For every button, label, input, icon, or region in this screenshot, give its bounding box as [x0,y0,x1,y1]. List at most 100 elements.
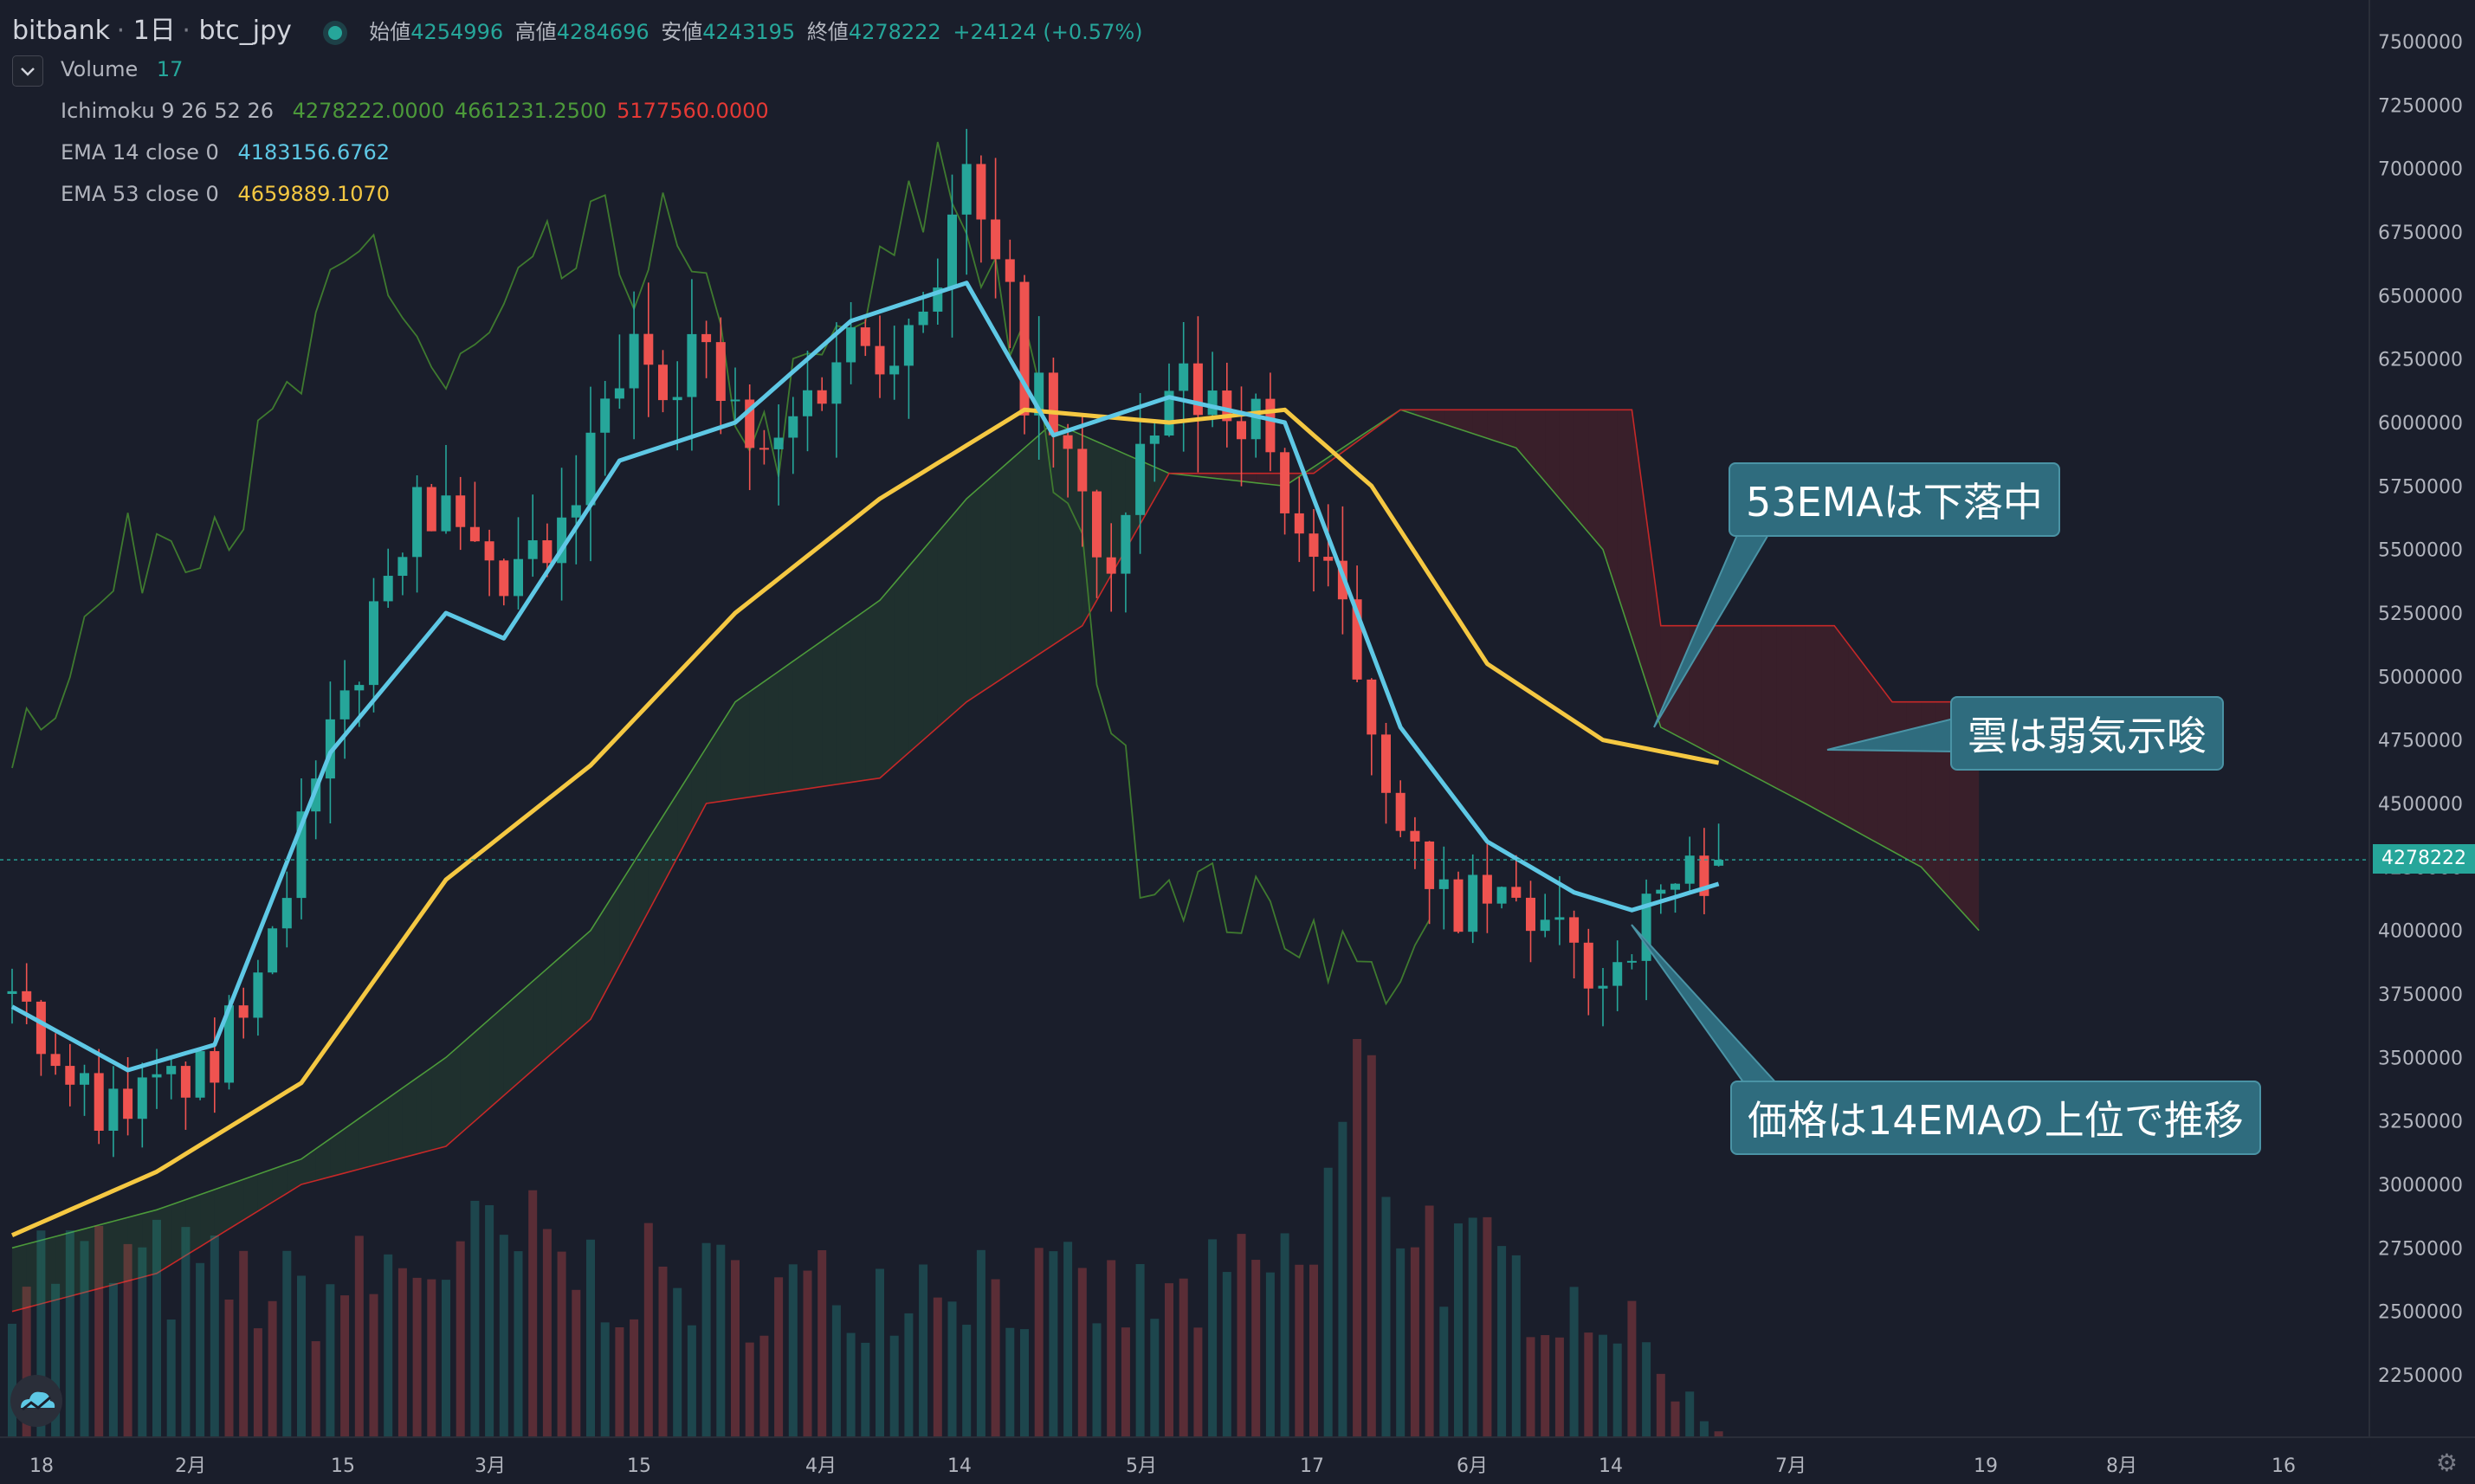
callout-price-above-ema14[interactable]: 価格は14EMAの上位で推移 [1730,1081,2261,1155]
candle-body [889,365,900,375]
ema53-legend[interactable]: EMA 53 close 0 4659889.1070 [61,182,391,206]
cloud-segment [402,1077,417,1158]
interval-label[interactable]: 1日 [132,16,176,46]
volume-bar [196,1262,205,1437]
cloud-segment [287,1158,301,1194]
cloud-segment [894,566,909,765]
cloud-segment [634,839,649,939]
volume-bar [1020,1329,1029,1437]
symbol-header[interactable]: bitbank · 1日 · btc_jpy 始値4254996 高値42846… [12,16,1143,46]
candle-body [210,1051,220,1083]
candle-body [1149,436,1160,444]
cloud-segment [792,651,808,791]
candle-body [238,1005,249,1018]
time-tick-label: 5月 [1126,1455,1157,1477]
candle-body [123,1088,133,1119]
volume-bar [80,1241,89,1437]
candle-body [1352,599,1362,680]
candle-body [875,345,885,375]
price-tick-label: 3250000 [2378,1112,2463,1133]
candle-body [918,311,928,326]
cloud-segment [315,1139,331,1181]
price-tick-label: 4500000 [2378,794,2463,816]
cloud-segment [822,630,837,787]
candle [238,987,249,1039]
volume-bar [947,1301,957,1437]
price-tick-label: 5250000 [2378,603,2463,625]
market-status-icon [327,26,342,40]
volume-bar [1670,1401,1680,1437]
volume-bar [442,1280,450,1437]
candle [1511,855,1522,902]
candle-body [1714,860,1724,866]
candle-body [1569,917,1580,943]
candle-body [180,1066,191,1098]
candle-body [224,1005,234,1083]
candle [1583,928,1593,1016]
candle-body [571,505,581,518]
cloud-segment [1761,625,1777,789]
volume-bar [658,1266,668,1437]
candle [94,1048,104,1145]
time-tick-label: 16 [2271,1455,2296,1477]
cloud-segment [69,1229,85,1297]
cloud-segment [1487,410,1502,443]
price-tick-label: 3750000 [2378,984,2463,1006]
volume-bar [253,1328,262,1437]
volume-bar [311,1341,320,1437]
settings-gear-icon[interactable]: ⚙ [2435,1449,2458,1477]
ichimoku-legend[interactable]: Ichimoku 9 26 52 26 4278222.0000 4661231… [61,99,769,123]
candle [1482,839,1492,933]
ema14-legend[interactable]: EMA 14 close 0 4183156.6762 [61,140,391,165]
cloud-segment [966,486,981,702]
tradingview-logo[interactable] [10,1375,62,1427]
cloud-segment [1877,682,1892,851]
cloud-segment [1588,410,1603,550]
volume-bar [788,1264,798,1437]
volume-bar [976,1249,985,1437]
candle-body [672,397,682,401]
cloud-segment [533,968,547,1070]
cloud-segment [662,793,678,885]
volume-bar [731,1260,740,1437]
candle-body [730,399,740,402]
time-tick-label: 7月 [1775,1455,1806,1477]
volume-legend[interactable]: Volume 17 [61,57,184,81]
volume-bar [1005,1327,1015,1437]
cloud-segment [1617,410,1632,639]
candle-body [1453,879,1464,932]
volume-bar [1309,1264,1318,1437]
exchange-name: bitbank [12,16,110,46]
candle-body [803,390,812,416]
cloud-segment [489,1006,504,1108]
candle-body [1106,557,1116,574]
candle [672,361,682,451]
cloud-segment [1863,663,1878,843]
candle [1063,423,1073,498]
volume-bar [716,1244,726,1437]
candle [1352,565,1362,682]
low-value: 4243195 [702,20,796,44]
cloud-segment [1024,435,1039,664]
candle-body [1684,855,1695,884]
callout-cloud-bearish[interactable]: 雲は弱気示唆 [1950,696,2224,771]
candle-body [1019,281,1030,416]
cloud-segment [576,930,591,1032]
price-tick-label: 5500000 [2378,540,2463,562]
volume-bar [340,1295,350,1437]
candle-body [1511,887,1522,898]
cloud-segment [807,641,823,789]
cloud-segment [764,671,779,796]
cloud-segment [171,1199,186,1265]
cloud-segment [1776,625,1792,797]
candle [383,548,393,609]
cloud-segment [359,1108,374,1170]
cloud-segment [880,583,895,778]
cloud-segment [272,1164,288,1203]
cloud-segment [26,1240,42,1308]
collapse-legend-button[interactable] [12,55,43,87]
candle-body [1005,259,1015,282]
callout-ema53-falling[interactable]: 53EMAは下落中 [1729,462,2060,537]
candle [469,481,480,542]
